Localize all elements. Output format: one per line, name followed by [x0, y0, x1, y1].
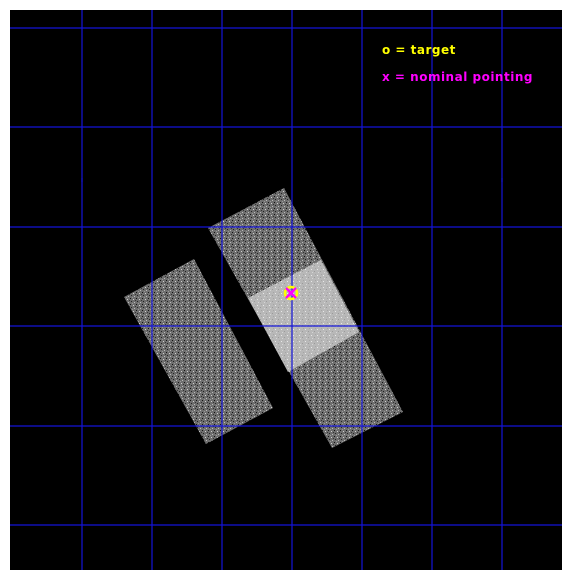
- legend-target: o = target: [382, 43, 456, 57]
- pointing-markers: [283, 285, 299, 301]
- detector-chips: [124, 188, 403, 448]
- legend-nominal-pointing: x = nominal pointing: [382, 70, 533, 84]
- sky-image-panel: o = target x = nominal pointing: [10, 10, 562, 570]
- detector-chip-left: [124, 259, 273, 444]
- detector-chip-aimpoint: [248, 260, 359, 372]
- coordinate-grid: [10, 10, 562, 570]
- target-marker: [283, 285, 299, 301]
- nominal-pointing-marker-stroke: [285, 287, 297, 299]
- sky-image: [10, 10, 562, 570]
